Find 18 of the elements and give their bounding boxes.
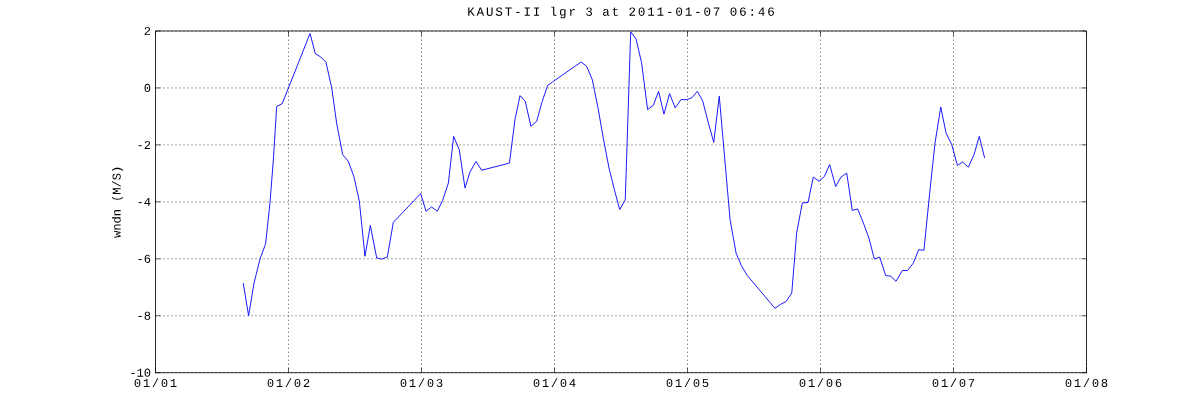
- y-tick-label: 0: [144, 83, 151, 93]
- x-tick-label: 01/05: [666, 378, 709, 388]
- y-axis-title: wndn (M/S): [111, 167, 124, 238]
- x-tick-label: 01/03: [400, 378, 443, 388]
- chart-title: KAUST-II lgr 3 at 2011-01-07 06:46: [468, 6, 774, 19]
- x-tick-label: 01/07: [932, 378, 975, 388]
- y-tick-label: -4: [138, 197, 151, 206]
- x-tick-label: 01/04: [533, 378, 576, 388]
- y-tick-label: -8: [138, 311, 151, 320]
- line-series: [242, 31, 986, 317]
- x-tick-label: 01/01: [134, 378, 177, 388]
- y-tick-label: -6: [138, 254, 151, 263]
- x-tick-label: 01/02: [267, 378, 310, 388]
- y-tick-label: -2: [138, 140, 151, 149]
- x-tick-label: 01/06: [799, 378, 842, 388]
- y-tick-label: 2: [144, 26, 151, 36]
- x-tick-label: 01/08: [1065, 378, 1108, 388]
- y-tick-label: -10: [131, 368, 151, 377]
